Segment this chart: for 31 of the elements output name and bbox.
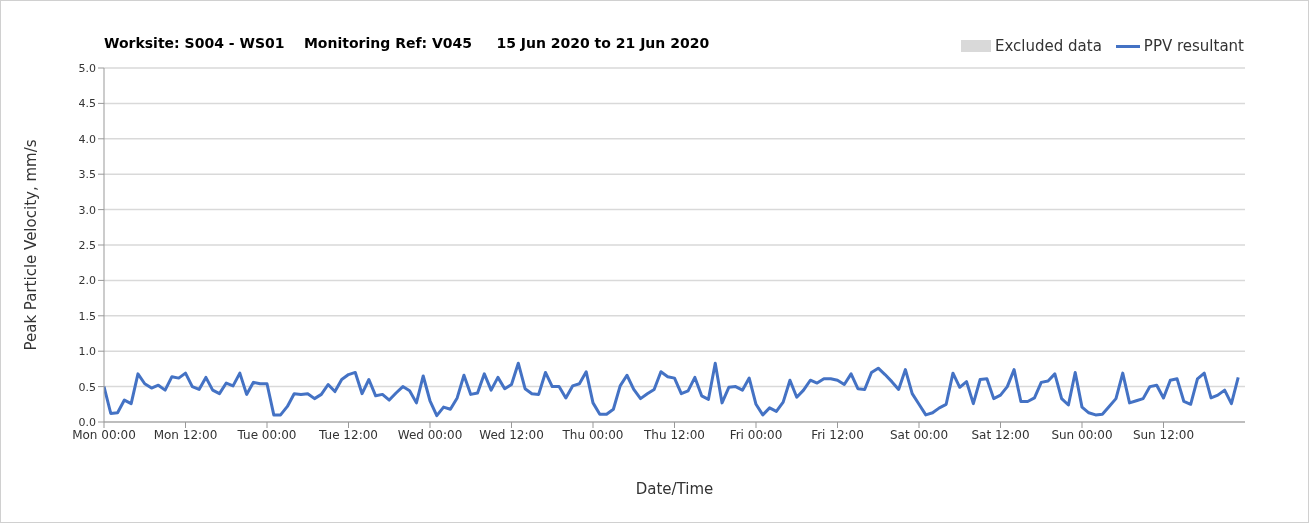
x-tick-label: Fri 12:00 [811,427,864,442]
y-tick-label: 4.5 [78,97,96,111]
y-tick-label: 4.0 [78,132,96,146]
y-tick-label: 5.0 [78,61,96,75]
x-tick-label: Mon 00:00 [72,427,136,442]
x-tick-label: Wed 00:00 [397,427,463,442]
x-tick-label: Tue 00:00 [236,427,297,442]
y-tick-label: 3.5 [78,168,96,182]
x-tick-label: Mon 12:00 [153,427,218,442]
x-tick-label: Sat 00:00 [889,427,949,442]
x-tick-label: Tue 12:00 [318,427,378,442]
y-tick-label: 2.0 [78,274,96,288]
x-tick-label: Thu 12:00 [643,427,705,442]
y-tick-label: 1.5 [78,309,96,323]
y-tick-label: 2.5 [78,238,96,252]
x-tick-label: Thu 00:00 [561,427,624,442]
y-axis-title: Peak Particle Velocity, mm/s [22,139,41,351]
x-tick-label: Fri 00:00 [729,427,783,442]
y-tick-label: 0.0 [78,415,96,429]
legend-label: PPV resultant [1143,37,1244,55]
y-tick-label: 1.0 [78,345,96,359]
x-tick-label: Sat 12:00 [971,427,1030,442]
x-tick-label: Sun 12:00 [1132,427,1195,442]
x-tick-label: Wed 12:00 [479,427,544,442]
x-tick-label: Sun 00:00 [1051,427,1113,442]
chart-title: Worksite: S004 - WS01 Monitoring Ref: V045 15 Jun 2020 to 21 Jun 2020 [104,35,710,51]
y-tick-label: 3.0 [78,203,96,217]
line-series [104,361,1240,418]
y-tick-label: 0.5 [78,380,96,394]
legend-label: Excluded data [995,37,1102,55]
x-axis-title: Date/Time [635,480,714,498]
